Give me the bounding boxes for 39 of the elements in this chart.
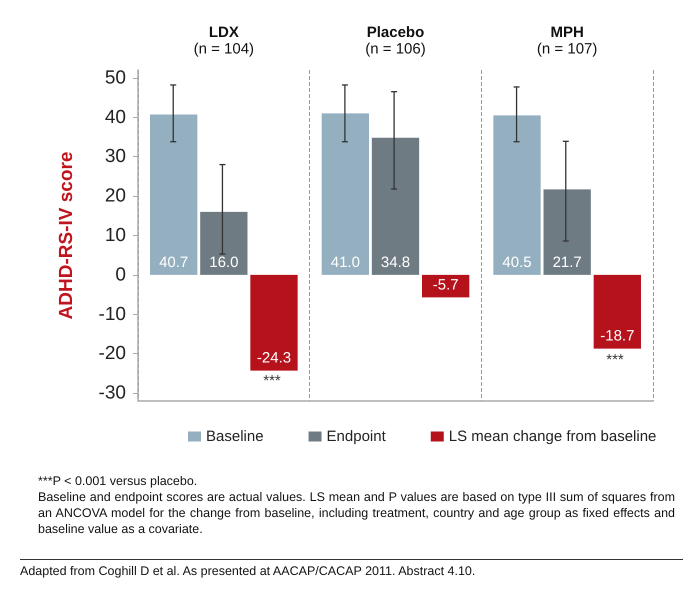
y-tick-label: -10: [98, 304, 126, 325]
bar: [200, 212, 248, 275]
data-label: -5.7: [432, 276, 459, 294]
bar: [493, 115, 541, 275]
legend-label: LS mean change from baseline: [448, 428, 656, 445]
bar: [544, 189, 591, 275]
y-tick-label: 30: [104, 146, 126, 168]
data-label: -24.3: [256, 350, 292, 367]
bar: [150, 114, 198, 275]
y-axis-title: ADHD-RS-IV score: [56, 152, 77, 320]
data-label: 21.7: [552, 254, 582, 271]
data-label: 40.5: [502, 254, 532, 271]
y-tick-label: 0: [115, 264, 126, 286]
data-label: 41.0: [330, 254, 360, 271]
x-tick-label: LDX (n = 104): [194, 24, 254, 58]
annotation: ***: [263, 372, 281, 390]
bar: [594, 274, 641, 349]
data-label: 40.7: [159, 254, 188, 271]
bar: [322, 113, 369, 275]
bar: [372, 138, 420, 275]
y-tick-label: -20: [98, 343, 126, 364]
legend-label: Endpoint: [326, 428, 387, 445]
data-label: -18.7: [600, 328, 634, 345]
data-label: 34.8: [380, 254, 410, 271]
bar: [422, 274, 470, 298]
text: Adapted from Coghill D et al. As presented at AACAP/CACAP 2011. Abstract 4.10.: [20, 559, 683, 578]
x-tick-label: Placebo (n = 106): [365, 24, 426, 58]
data-label: 16.0: [209, 254, 238, 271]
x-tick-label: MPH (n = 107): [536, 24, 598, 58]
y-tick-label: 10: [104, 225, 126, 246]
bar: [250, 274, 298, 371]
legend-label: Baseline: [206, 428, 264, 445]
text: Baseline and endpoint scores are actual values. LS mean and P values are based on type III sum of squares from an ANCOVA model for the change from baseline, including treatment, country and age group as fixed effects and baseline value as a covariate.: [38, 489, 675, 537]
annotation: ***: [606, 352, 624, 368]
y-tick-label: 50: [104, 67, 126, 88]
y-tick-label: 20: [104, 186, 126, 207]
y-tick-label: -30: [98, 382, 126, 404]
y-tick-label: 40: [104, 106, 126, 128]
text: ***P < 0.001 versus placebo.: [38, 473, 198, 489]
